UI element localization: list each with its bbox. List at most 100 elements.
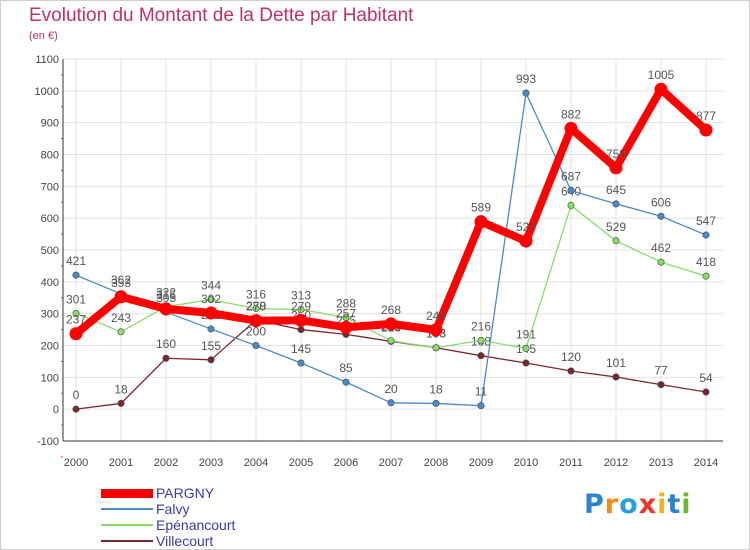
data-point: [114, 290, 128, 304]
y-tick-label: 700: [41, 181, 59, 193]
legend: PARGNY Falvy Epénancourt Villecourt: [101, 485, 341, 549]
data-point: [342, 378, 350, 386]
data-label: 1005: [648, 68, 675, 82]
legend-swatch-epenancourt: [101, 524, 153, 526]
legend-item-falvy: Falvy: [101, 501, 341, 517]
data-label: 155: [201, 339, 221, 353]
data-point: [477, 336, 485, 344]
data-label: 216: [471, 319, 491, 333]
data-label: 85: [339, 361, 353, 375]
data-label: 11: [475, 385, 488, 399]
data-label: 77: [654, 364, 668, 378]
data-label: 54: [699, 371, 713, 385]
data-point: [252, 305, 260, 313]
data-point: [387, 399, 395, 407]
x-tick-label: 2014: [694, 457, 718, 469]
data-point: [429, 323, 443, 337]
data-label: 589: [471, 201, 491, 215]
data-label: 257: [336, 306, 356, 320]
y-tick-label: 900: [41, 118, 59, 130]
data-point: [432, 344, 440, 352]
data-label: 268: [381, 303, 401, 317]
data-label: 547: [696, 214, 716, 228]
data-point: [702, 388, 710, 396]
x-tick-label: 2007: [379, 457, 403, 469]
logo-letter: o: [619, 489, 639, 520]
legend-label-epenancourt: Epénancourt: [156, 517, 236, 533]
data-point: [654, 82, 668, 96]
data-label: 145: [291, 342, 311, 356]
data-point: [339, 320, 353, 334]
data-label: 279: [291, 299, 311, 313]
data-point: [567, 201, 575, 209]
y-tick-label: 1100: [35, 54, 59, 66]
data-label: 160: [156, 337, 176, 351]
y-tick-label: -100: [37, 436, 59, 448]
data-label: 353: [111, 276, 131, 290]
data-label: 18: [429, 382, 443, 396]
y-tick-label: 100: [41, 372, 59, 384]
data-label: 322: [156, 286, 176, 300]
legend-label-pargny: PARGNY: [156, 485, 215, 501]
y-tick-label: 200: [41, 341, 59, 353]
logo-letter: i: [681, 489, 692, 520]
data-point: [117, 399, 125, 407]
legend-swatch-villecourt: [101, 540, 153, 542]
data-point: [207, 296, 215, 304]
y-tick-label: 400: [41, 277, 59, 289]
data-label: 418: [696, 255, 716, 269]
chart-title: Evolution du Montant de la Dette par Hab…: [29, 5, 414, 26]
data-point: [657, 212, 665, 220]
data-point: [72, 309, 80, 317]
data-label: 0: [73, 388, 80, 402]
data-point: [702, 272, 710, 280]
data-point: [249, 314, 263, 328]
x-tick-label: 2008: [424, 457, 448, 469]
data-label: 191: [516, 327, 536, 341]
data-label: 237: [66, 313, 86, 327]
x-tick-label: 2005: [289, 457, 313, 469]
data-label: 528: [516, 220, 536, 234]
data-point: [297, 359, 305, 367]
data-point: [297, 306, 305, 314]
x-tick-label: 2003: [199, 457, 223, 469]
y-tick-label: 600: [41, 213, 59, 225]
data-point: [477, 402, 485, 410]
data-point: [432, 399, 440, 407]
data-label: 362: [111, 273, 131, 287]
data-point: [207, 356, 215, 364]
data-point: [342, 313, 350, 321]
data-point: [612, 237, 620, 245]
logo-letter: r: [604, 489, 620, 520]
y-tick-label: 300: [41, 309, 59, 321]
data-label: 120: [561, 350, 581, 364]
logo-letter: i: [657, 489, 668, 520]
x-tick-label: 2002: [154, 457, 178, 469]
legend-label-falvy: Falvy: [156, 501, 190, 517]
data-point: [117, 328, 125, 336]
data-point: [612, 200, 620, 208]
x-tick-label: 2006: [334, 457, 358, 469]
data-point: [252, 341, 260, 349]
data-label: 529: [606, 220, 626, 234]
y-tick-label: 1000: [35, 86, 59, 98]
y-tick-label: 0: [53, 404, 59, 416]
data-point: [567, 186, 575, 194]
data-point: [384, 317, 398, 331]
data-point: [519, 234, 533, 248]
data-point: [522, 344, 530, 352]
data-point: [159, 302, 173, 316]
data-point: [522, 359, 530, 367]
data-label: 421: [66, 254, 86, 268]
data-point: [387, 337, 395, 345]
logo-letter: t: [667, 489, 682, 520]
data-label: 687: [561, 169, 581, 183]
data-point: [69, 327, 83, 341]
data-label: 20: [384, 382, 398, 396]
data-label: 18: [114, 382, 128, 396]
data-label: 882: [561, 107, 581, 121]
data-label: 606: [651, 195, 671, 209]
data-point: [297, 326, 305, 334]
